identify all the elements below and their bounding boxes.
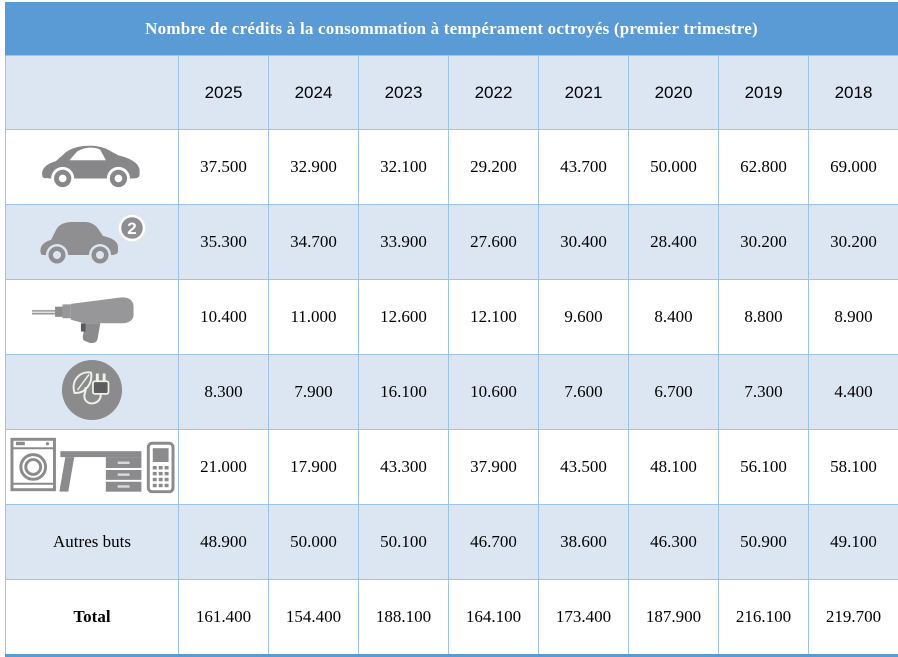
value-cell: 30.200 xyxy=(719,205,809,280)
green-energy-icon xyxy=(60,358,124,422)
value-cell: 56.100 xyxy=(719,430,809,505)
row-icon-cell xyxy=(6,130,179,205)
value-cell: 173.400 xyxy=(539,580,629,656)
value-cell: 32.100 xyxy=(359,130,449,205)
value-cell: 9.600 xyxy=(539,280,629,355)
value-cell: 58.100 xyxy=(809,430,898,505)
row-total: Total 161.400 154.400 188.100 164.100 17… xyxy=(6,580,898,656)
value-cell: 216.100 xyxy=(719,580,809,656)
value-cell: 49.100 xyxy=(809,505,898,580)
value-cell: 8.900 xyxy=(809,280,898,355)
value-cell: 7.900 xyxy=(269,355,359,430)
year-header: 2019 xyxy=(719,56,809,130)
value-cell: 46.300 xyxy=(629,505,719,580)
value-cell: 43.300 xyxy=(359,430,449,505)
value-cell: 38.600 xyxy=(539,505,629,580)
value-cell: 10.400 xyxy=(179,280,269,355)
value-cell: 4.400 xyxy=(809,355,898,430)
value-cell: 43.500 xyxy=(539,430,629,505)
value-cell: 8.400 xyxy=(629,280,719,355)
year-header-row: 2025 2024 2023 2022 2021 2020 2019 2018 xyxy=(6,56,898,130)
value-cell: 164.100 xyxy=(449,580,539,656)
value-cell: 35.300 xyxy=(179,205,269,280)
drill-icon xyxy=(32,285,152,345)
row-label-cell: Total xyxy=(6,580,179,656)
corner-cell xyxy=(6,56,179,130)
value-cell: 30.400 xyxy=(539,205,629,280)
credits-table: 2025 2024 2023 2022 2021 2020 2019 2018 xyxy=(5,55,898,657)
value-cell: 7.600 xyxy=(539,355,629,430)
value-cell: 7.300 xyxy=(719,355,809,430)
value-cell: 29.200 xyxy=(449,130,539,205)
row-renovation: 10.400 11.000 12.600 12.100 9.600 8.400 … xyxy=(6,280,898,355)
year-header: 2023 xyxy=(359,56,449,130)
total-label: Total xyxy=(73,607,110,626)
value-cell: 16.100 xyxy=(359,355,449,430)
value-cell: 10.600 xyxy=(449,355,539,430)
value-cell: 8.300 xyxy=(179,355,269,430)
value-cell: 43.700 xyxy=(539,130,629,205)
row-appliances: 21.000 17.900 43.300 37.900 43.500 48.10… xyxy=(6,430,898,505)
value-cell: 30.200 xyxy=(809,205,898,280)
value-cell: 33.900 xyxy=(359,205,449,280)
row-new-car: 37.500 32.900 32.100 29.200 43.700 50.00… xyxy=(6,130,898,205)
value-cell: 50.100 xyxy=(359,505,449,580)
value-cell: 11.000 xyxy=(269,280,359,355)
value-cell: 48.100 xyxy=(629,430,719,505)
value-cell: 154.400 xyxy=(269,580,359,656)
value-cell: 6.700 xyxy=(629,355,719,430)
value-cell: 46.700 xyxy=(449,505,539,580)
row-icon-cell xyxy=(6,280,179,355)
value-cell: 50.900 xyxy=(719,505,809,580)
appliances-icon xyxy=(9,436,175,494)
value-cell: 219.700 xyxy=(809,580,898,656)
year-header: 2025 xyxy=(179,56,269,130)
badge-number: 2 xyxy=(127,219,136,238)
row-icon-cell: 2 xyxy=(6,205,179,280)
value-cell: 37.500 xyxy=(179,130,269,205)
value-cell: 188.100 xyxy=(359,580,449,656)
value-cell: 161.400 xyxy=(179,580,269,656)
year-header: 2020 xyxy=(629,56,719,130)
row-icon-cell xyxy=(6,355,179,430)
value-cell: 8.800 xyxy=(719,280,809,355)
row-label: Autres buts xyxy=(53,532,131,551)
value-cell: 37.900 xyxy=(449,430,539,505)
value-cell: 62.800 xyxy=(719,130,809,205)
value-cell: 32.900 xyxy=(269,130,359,205)
row-green-energy: 8.300 7.900 16.100 10.600 7.600 6.700 7.… xyxy=(6,355,898,430)
row-label-cell: Autres buts xyxy=(6,505,179,580)
value-cell: 50.000 xyxy=(269,505,359,580)
year-header: 2024 xyxy=(269,56,359,130)
row-autres-buts: Autres buts 48.900 50.000 50.100 46.700 … xyxy=(6,505,898,580)
value-cell: 28.400 xyxy=(629,205,719,280)
value-cell: 17.900 xyxy=(269,430,359,505)
value-cell: 50.000 xyxy=(629,130,719,205)
value-cell: 21.000 xyxy=(179,430,269,505)
value-cell: 187.900 xyxy=(629,580,719,656)
table-title: Nombre de crédits à la consommation à te… xyxy=(5,2,898,55)
row-icon-cell xyxy=(6,430,179,505)
value-cell: 12.600 xyxy=(359,280,449,355)
year-header: 2018 xyxy=(809,56,898,130)
used-car-icon: 2 xyxy=(33,212,151,268)
value-cell: 69.000 xyxy=(809,130,898,205)
value-cell: 34.700 xyxy=(269,205,359,280)
year-header: 2021 xyxy=(539,56,629,130)
value-cell: 48.900 xyxy=(179,505,269,580)
new-car-icon xyxy=(36,140,148,190)
year-header: 2022 xyxy=(449,56,539,130)
value-cell: 27.600 xyxy=(449,205,539,280)
value-cell: 12.100 xyxy=(449,280,539,355)
row-used-car: 2 35.300 34.700 33.900 27.600 30.400 28.… xyxy=(6,205,898,280)
